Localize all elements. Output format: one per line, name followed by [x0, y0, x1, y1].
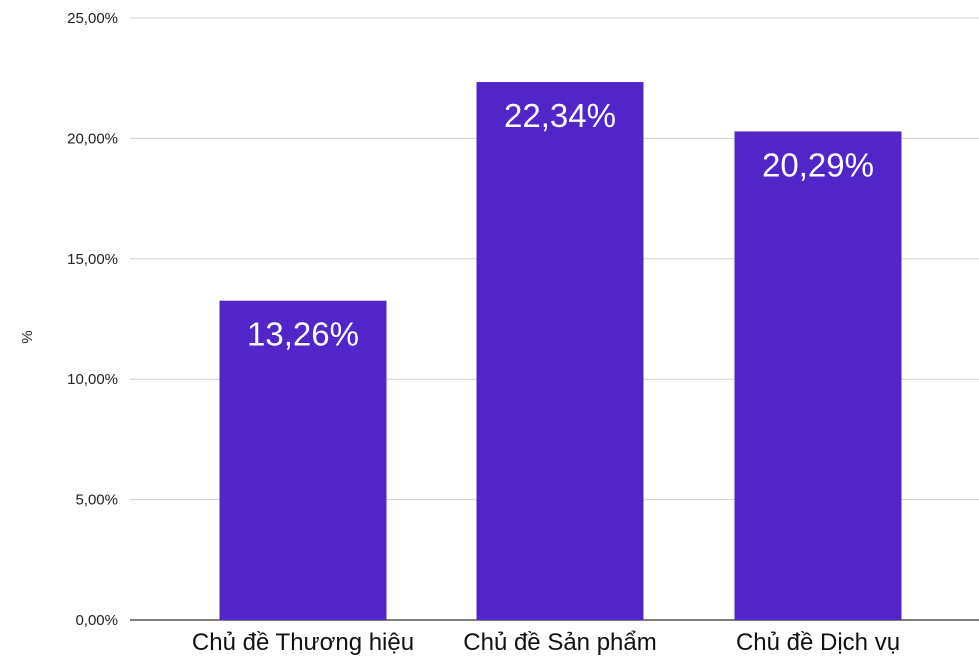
y-tick-label: 5,00% [75, 492, 118, 509]
x-category-label: Chủ đề Thương hiệu [192, 629, 414, 656]
y-axis-title: % [19, 330, 36, 343]
y-axis-ticks: 0,00% 5,00% 10,00% 15,00% 20,00% 25,00% [67, 10, 118, 629]
bar-value-label: 13,26% [247, 316, 359, 353]
bar-value-label: 20,29% [762, 146, 874, 183]
bar [476, 82, 644, 621]
y-tick-label: 10,00% [67, 371, 118, 388]
y-tick-label: 0,00% [75, 612, 118, 629]
y-tick-label: 20,00% [67, 130, 118, 147]
y-tick-label: 25,00% [67, 10, 118, 27]
x-axis-categories: Chủ đề Thương hiệu Chủ đề Sản phẩm Chủ đề … [192, 629, 900, 656]
bar [734, 131, 902, 620]
bar [219, 300, 387, 620]
x-category-label: Chủ đề Sản phẩm [463, 629, 656, 656]
y-tick-label: 15,00% [67, 251, 118, 268]
data-labels: 13,26% 22,34% 20,29% [247, 97, 874, 353]
bars [219, 82, 902, 621]
bar-value-label: 22,34% [504, 97, 616, 134]
x-category-label: Chủ đề Dịch vụ [736, 629, 900, 656]
